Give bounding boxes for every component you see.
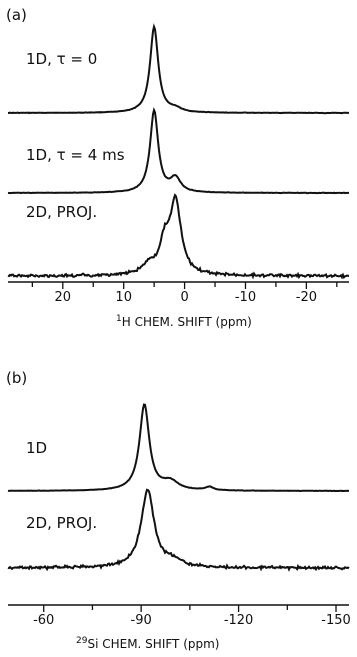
panel-a-tick-label: -10 <box>235 290 256 305</box>
panel-a-series-1-label: 1D, τ = 4 ms <box>26 146 125 164</box>
panel-a-series-0-label: 1D, τ = 0 <box>26 50 97 68</box>
panel-b-series-1-trace <box>7 488 350 572</box>
panel-a-series-2-label: 2D, PROJ. <box>26 203 97 221</box>
panel-b-tick-label: -60 <box>33 613 54 628</box>
panel-a-xlabel: 1H CHEM. SHIFT (ppm) <box>116 314 252 329</box>
panel-a-xlabel-main: H CHEM. SHIFT (ppm) <box>122 315 252 329</box>
panel-b-xlabel: 29Si CHEM. SHIFT (ppm) <box>76 636 220 651</box>
panel-a-ticks: 20 10 0 -10 -20 <box>31 282 338 305</box>
panel-a-xlabel-prefix: 1 <box>116 314 122 324</box>
panel-a-series-1-trace <box>7 106 349 195</box>
panel-b-tick-label: -90 <box>131 613 152 628</box>
panel-b: (b) 1D 2D, PROJ. -60 -90 -120 -150 29Si CHE… <box>6 369 351 651</box>
panel-a-tick-label: -20 <box>296 290 317 305</box>
panel-a-series-0-trace <box>8 23 349 115</box>
panel-a-label: (a) <box>6 6 27 24</box>
panel-a-series-2-trace <box>7 193 350 280</box>
panel-b-series-0-label: 1D <box>26 439 47 457</box>
panel-a-tick-label: 10 <box>115 290 132 305</box>
panel-b-series-1-label: 2D, PROJ. <box>26 514 97 532</box>
panel-b-label: (b) <box>6 369 27 387</box>
panel-b-xlabel-main: Si CHEM. SHIFT (ppm) <box>87 637 219 651</box>
panel-b-xlabel-prefix: 29 <box>76 636 88 646</box>
panel-b-series-0-trace <box>7 403 350 493</box>
panel-b-tick-label: -150 <box>321 613 351 628</box>
panel-b-tick-label: -120 <box>224 613 254 628</box>
panel-a-tick-label: 0 <box>180 290 188 305</box>
panel-a-tick-label: 20 <box>55 290 72 305</box>
panel-b-ticks: -60 -90 -120 -150 <box>33 605 351 628</box>
panel-a: (a) 1D, τ = 0 1D, τ = 4 ms 2D, PROJ. 20 1… <box>6 6 350 329</box>
